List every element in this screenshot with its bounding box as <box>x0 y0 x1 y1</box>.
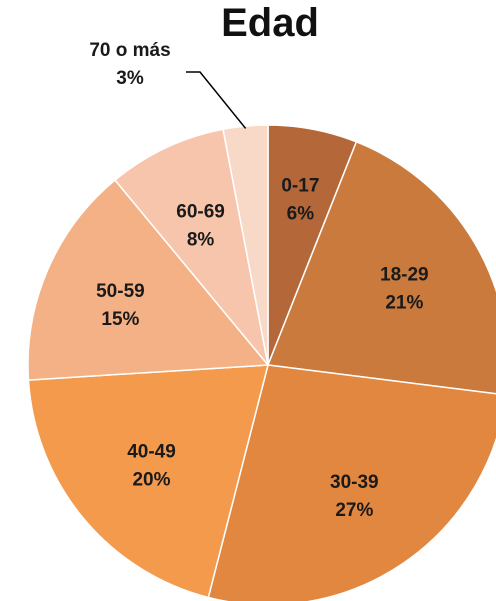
slice-category-label: 70 o más <box>89 40 170 61</box>
slice-percent-label: 15% <box>101 309 139 330</box>
slice-category-label: 60-69 <box>176 202 225 223</box>
slice-percent-label: 3% <box>116 68 144 89</box>
slice-percent-label: 8% <box>187 230 215 251</box>
slice-category-label: 40-49 <box>127 441 176 462</box>
slice-percent-label: 27% <box>335 500 373 521</box>
slice-category-label: 18-29 <box>380 264 429 285</box>
pie-slice-60-69 <box>113 128 269 366</box>
slice-category-label: 30-39 <box>330 472 379 493</box>
leader-line-70-o-m-s <box>186 71 247 129</box>
slice-percent-label: 20% <box>132 469 170 490</box>
pie-slice-70-o-m-s <box>222 124 269 366</box>
pie-slice-18-29 <box>266 140 496 395</box>
slice-percent-label: 21% <box>385 292 423 313</box>
slice-percent-label: 6% <box>287 203 315 224</box>
slice-category-label: 0-17 <box>281 175 319 196</box>
chart-title: Edad <box>221 1 319 45</box>
slice-category-label: 50-59 <box>96 281 145 302</box>
pie-slice-50-59 <box>27 179 270 381</box>
pie-slice-40-49 <box>27 364 269 599</box>
pie-slice-30-39 <box>207 364 496 601</box>
pie-slices <box>27 124 496 601</box>
pie-labels: 0-17 6% 18-29 21% 30-39 27% 40-49 20% 50-59 15% 60… <box>89 40 428 521</box>
